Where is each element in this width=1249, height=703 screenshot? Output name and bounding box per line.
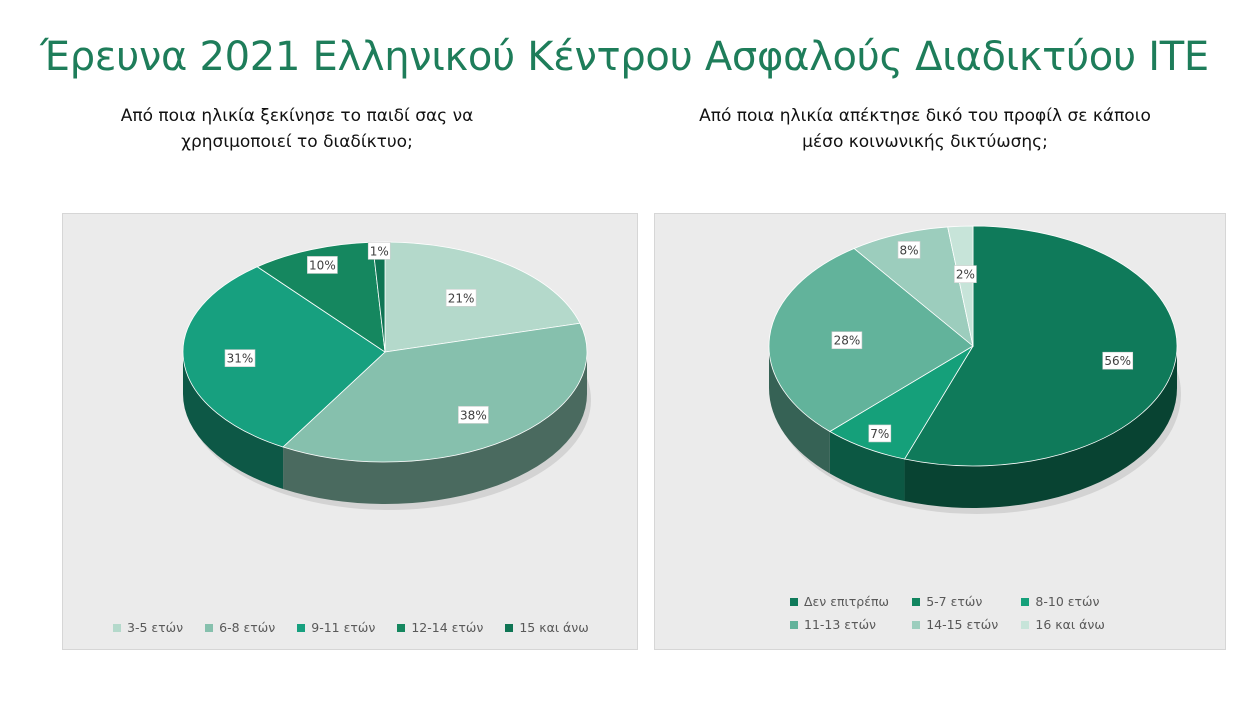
question-line: χρησιμοποιεί το διαδίκτυο; bbox=[181, 132, 413, 152]
data-label-box bbox=[224, 349, 256, 367]
legend-item: 5-7 ετών bbox=[912, 594, 1003, 609]
legend-swatch bbox=[912, 597, 921, 606]
legend-label: 9-11 ετών bbox=[311, 620, 376, 635]
data-label-box bbox=[954, 265, 977, 283]
data-label-box bbox=[307, 256, 338, 274]
pie-slice-side bbox=[183, 352, 284, 489]
legend-item: 6-8 ετών bbox=[205, 620, 275, 635]
pie-slice-side bbox=[904, 346, 1177, 508]
legend-label: 8-10 ετών bbox=[1035, 594, 1100, 609]
pie-slice bbox=[182, 266, 386, 448]
legend-label: Δεν επιτρέπω bbox=[804, 594, 889, 609]
legend-right: Δεν επιτρέπω 5-7 ετών 8-10 ετών 11-13 ετών 1… bbox=[790, 594, 1110, 632]
pie-slice bbox=[384, 241, 581, 353]
legend-item: 11-13 ετών bbox=[790, 617, 894, 632]
pie-slice-side bbox=[283, 352, 587, 504]
chart-right-panel: 56% 7% 28% 8% 2% Δεν επιτρέπω 5-7 ετών 8-10 ετ… bbox=[654, 213, 1226, 650]
legend-swatch bbox=[505, 623, 514, 632]
legend-item: 16 και άνω bbox=[1021, 617, 1110, 632]
legend-swatch bbox=[912, 620, 921, 629]
legend-item: 9-11 ετών bbox=[297, 620, 375, 635]
data-label: 7% bbox=[870, 427, 889, 441]
legend-swatch bbox=[113, 623, 121, 632]
data-label-box bbox=[897, 241, 921, 259]
legend-swatch bbox=[397, 623, 406, 632]
pie-slice bbox=[947, 225, 974, 347]
data-label-box bbox=[868, 424, 892, 443]
data-label: 31% bbox=[227, 352, 254, 366]
pie-slice-side bbox=[829, 431, 905, 502]
pie-slice bbox=[282, 322, 588, 463]
data-label: 8% bbox=[900, 243, 919, 257]
legend-swatch bbox=[205, 623, 214, 632]
pie-chart-right: 56% 7% 28% 8% 2% bbox=[768, 225, 1181, 514]
data-label: 28% bbox=[834, 334, 861, 348]
data-label-box bbox=[367, 242, 391, 260]
legend-label: 5-7 ετών bbox=[926, 594, 983, 609]
data-label-box bbox=[458, 406, 489, 424]
question-line: Από ποια ηλικία ξεκίνησε το παιδί σας να bbox=[120, 106, 474, 126]
data-label: 1% bbox=[370, 244, 389, 258]
data-label: 21% bbox=[448, 291, 475, 305]
legend-label: 3-5 ετών bbox=[127, 620, 184, 635]
legend-label: 6-8 ετών bbox=[219, 620, 276, 635]
legend-left: 3-5 ετών 6-8 ετών 9-11 ετών 12-14 ετών 15 κα… bbox=[113, 620, 613, 635]
question-line: Από ποια ηλικία απέκτησε δικό του προφίλ… bbox=[699, 106, 1151, 126]
pie-slice-side bbox=[769, 346, 830, 474]
chart-left-question: Από ποια ηλικία ξεκίνησε το παιδί σας να… bbox=[62, 103, 532, 155]
legend-label: 12-14 ετών bbox=[411, 620, 484, 635]
data-label: 56% bbox=[1104, 354, 1131, 368]
page-title: Έρευνα 2021 Ελληνικού Κέντρου Ασφαλούς Δ… bbox=[40, 34, 1209, 80]
legend-swatch bbox=[1021, 597, 1030, 606]
legend-item: 12-14 ετών bbox=[397, 620, 483, 635]
legend-label: 15 και άνω bbox=[519, 620, 589, 635]
data-label-box bbox=[445, 289, 477, 307]
data-label: 10% bbox=[309, 258, 336, 272]
legend-label: 14-15 ετών bbox=[926, 617, 999, 632]
question-line: μέσο κοινωνικής δικτύωσης; bbox=[802, 132, 1048, 152]
pie-chart-left: 21% 38% 31% 10% 1% bbox=[182, 241, 591, 510]
data-label-box bbox=[831, 331, 863, 350]
data-label-box bbox=[1102, 351, 1134, 370]
legend-item: Δεν επιτρέπω bbox=[790, 594, 894, 609]
pie-slice bbox=[256, 241, 386, 353]
legend-item: 15 και άνω bbox=[505, 620, 589, 635]
legend-item: 8-10 ετών bbox=[1021, 594, 1110, 609]
legend-swatch bbox=[1021, 620, 1030, 629]
pie-slice bbox=[768, 248, 974, 432]
legend-label: 11-13 ετών bbox=[804, 617, 877, 632]
pie-slice bbox=[853, 226, 974, 348]
legend-item: 14-15 ετών bbox=[912, 617, 1003, 632]
legend-item: 3-5 ετών bbox=[113, 620, 183, 635]
legend-swatch bbox=[297, 623, 306, 632]
data-label: 2% bbox=[956, 268, 975, 282]
legend-swatch bbox=[790, 597, 798, 606]
chart-right-question: Από ποια ηλικία απέκτησε δικό του προφίλ… bbox=[660, 103, 1190, 155]
data-label: 38% bbox=[460, 408, 487, 422]
pie-slice bbox=[903, 225, 1178, 467]
legend-label: 16 και άνω bbox=[1035, 617, 1105, 632]
legend-swatch bbox=[790, 620, 798, 629]
chart-left-panel: 21% 38% 31% 10% 1% 3-5 ετών 6-8 ετών 9-11 ετών… bbox=[62, 213, 638, 650]
